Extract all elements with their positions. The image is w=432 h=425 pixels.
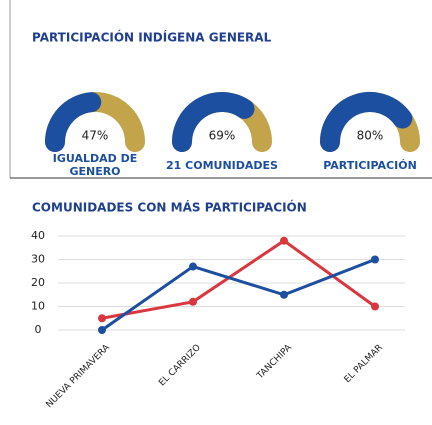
- gauge-value-label: 47%: [82, 129, 109, 143]
- page-title: PARTICIPACIÓN INDÍGENA GENERAL: [32, 30, 272, 45]
- point: [189, 297, 197, 306]
- gauge-caption: PARTICIPACIÓN: [323, 159, 417, 172]
- point: [189, 262, 197, 271]
- x-tick-label: NUEVA PRIMAVERA: [45, 342, 113, 410]
- gauge-value: [45, 92, 102, 152]
- gauge-value: [320, 92, 413, 152]
- gauge-value: [172, 92, 255, 152]
- point: [371, 302, 379, 311]
- x-tick-label: EL CARRIZO: [157, 343, 203, 389]
- x-tick-label: EL PALMAR: [343, 343, 385, 385]
- chart-title: COMUNIDADES CON MÁS PARTICIPACIÓN: [32, 200, 307, 215]
- line-series: [101, 258, 376, 332]
- y-tick-label: 20: [31, 276, 45, 289]
- gauge-caption: IGUALDAD DE GENERO: [52, 152, 138, 178]
- point: [280, 290, 288, 299]
- y-tick-label: 10: [31, 300, 45, 313]
- point: [98, 314, 106, 323]
- y-tick-label: 30: [31, 253, 45, 266]
- gauge-caption: 21 COMUNIDADES: [166, 159, 278, 172]
- y-tick-label: 40: [31, 229, 45, 242]
- x-tick-label: TANCHIPA: [255, 342, 295, 382]
- line-series: [101, 238, 376, 320]
- y-tick-label: 0: [35, 323, 42, 336]
- point: [98, 326, 106, 334]
- gauge-value-label: 69%: [209, 129, 236, 143]
- point: [371, 255, 379, 264]
- point: [280, 236, 288, 245]
- gauge-value-label: 80%: [357, 129, 384, 143]
